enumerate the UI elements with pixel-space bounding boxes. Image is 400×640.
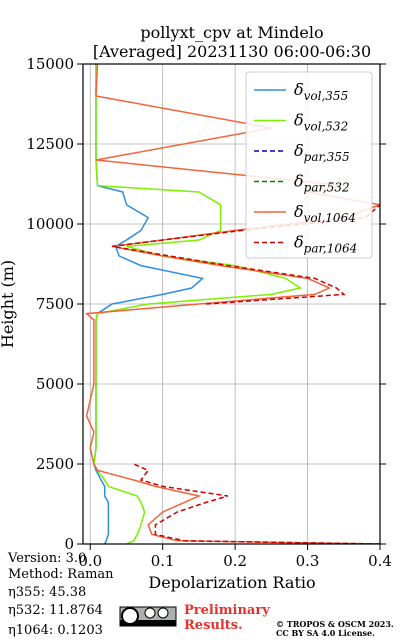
info-method: Method: Raman — [8, 567, 114, 582]
y-tick-label: 5000 — [36, 375, 74, 393]
chart-title: pollyxt_cpv at Mindelo — [140, 23, 323, 42]
legend-label: δvol,1064 — [294, 202, 356, 225]
profile-line — [111, 204, 380, 305]
y-tick-label: 10000 — [26, 215, 74, 233]
y-axis-label: Height (m) — [0, 260, 17, 348]
x-tick-label: 0.2 — [223, 552, 247, 570]
x-tick-label: 0.0 — [78, 552, 102, 570]
y-tick-label: 0 — [64, 535, 74, 553]
x-axis-label: Depolarization Ratio — [148, 573, 315, 592]
profile-line — [93, 64, 303, 544]
legend-label: δvol,355 — [294, 80, 348, 103]
chart-title: [Averaged] 20231130 06:00-06:30 — [93, 42, 371, 61]
profile-line — [133, 463, 380, 544]
cc-logo — [119, 606, 177, 627]
y-tick-label: 12500 — [26, 135, 74, 153]
y-tick-label: 2500 — [36, 455, 74, 473]
preliminary-note: Preliminary — [184, 603, 270, 618]
plot-frame — [82, 63, 381, 545]
copyright: © TROPOS & OSCM 2023. — [276, 619, 394, 629]
info-eta: η1064: 0.1203 — [8, 623, 103, 638]
copyright: CC BY SA 4.0 License. — [276, 628, 375, 638]
x-tick-label: 0.3 — [296, 552, 320, 570]
info-eta: η532: 11.8764 — [8, 603, 103, 618]
x-tick-label: 0.1 — [151, 552, 175, 570]
y-tick-label: 7500 — [36, 295, 74, 313]
x-tick-label: 0.4 — [368, 552, 392, 570]
legend-label: δpar,1064 — [294, 233, 357, 256]
preliminary-note: Results. — [184, 618, 243, 633]
info-eta: η355: 45.38 — [8, 585, 86, 600]
legend-label: δpar,532 — [294, 172, 350, 195]
legend-label: δvol,532 — [294, 111, 348, 134]
y-tick-label: 15000 — [26, 55, 74, 73]
info-version: Version: 3.0 — [7, 551, 86, 566]
legend-label: δpar,355 — [294, 141, 350, 164]
